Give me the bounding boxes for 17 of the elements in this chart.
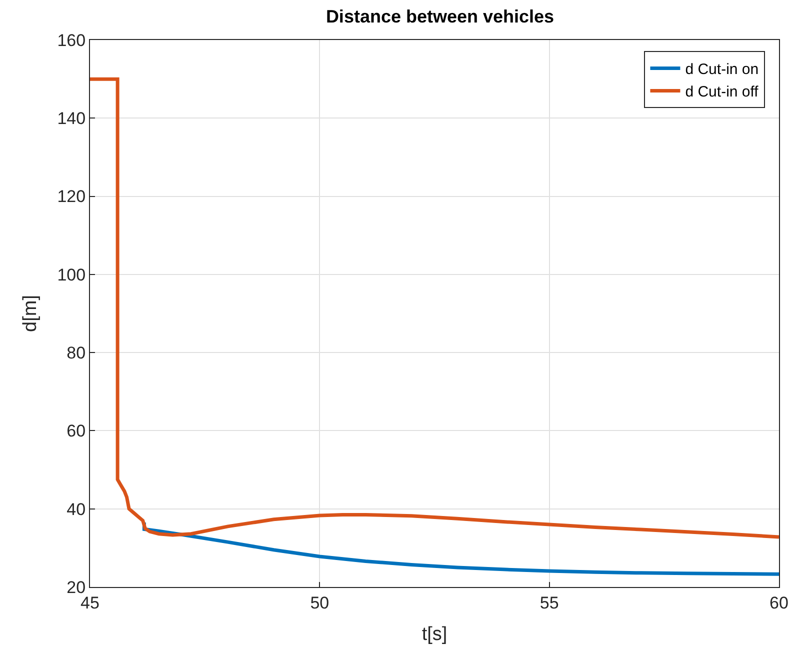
x-tick-label: 60 [770,593,788,612]
y-tick-label: 40 [66,500,86,519]
y-tick-label: 140 [57,109,86,128]
legend-label: d Cut-in off [685,84,760,101]
y-tick-label: 100 [57,265,86,284]
legend-label: d Cut-in on [685,61,759,78]
x-axis-title: t[s] [422,624,448,646]
x-tick-label: 50 [310,593,330,612]
y-tick-label: 60 [66,422,86,441]
y-tick-label: 80 [66,344,86,363]
chart-title: Distance between vehicles [326,6,554,26]
y-tick-label: 120 [57,187,86,206]
line-series [142,520,779,576]
y-tick-label: 160 [57,30,86,50]
x-tick-label: 55 [540,593,559,612]
y-axis-title: d[m] [20,295,42,332]
line-series [90,77,779,539]
